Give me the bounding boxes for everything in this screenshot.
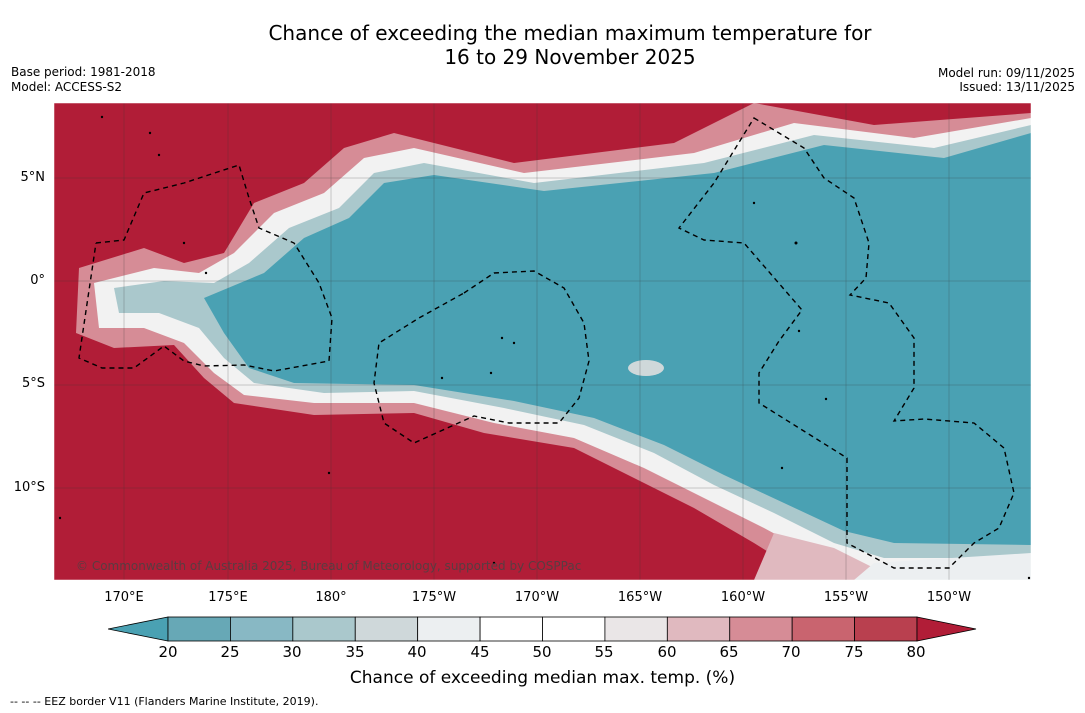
pink-patch — [754, 533, 884, 580]
copyright-watermark: © Commonwealth of Australia 2025, Bureau… — [76, 559, 582, 573]
eez-footnote: -- -- -- EEZ border V11 (Flanders Marine… — [10, 695, 319, 708]
cb-label-50: 50 — [532, 643, 552, 661]
colorbar-cell — [729, 616, 793, 642]
colorbar-cell — [354, 616, 419, 642]
cb-label-35: 35 — [345, 643, 365, 661]
xtick-170w: 170°W — [514, 590, 560, 605]
title-line1: Chance of exceeding the median maximum t… — [268, 21, 872, 45]
colorbar-cell — [791, 616, 855, 642]
cb-label-70: 70 — [781, 643, 801, 661]
gridlines — [54, 103, 1031, 580]
colorbar-cell — [604, 616, 668, 642]
colorbar-cell — [417, 616, 481, 642]
cb-label-80: 80 — [906, 643, 926, 661]
cb-label-45: 45 — [470, 643, 490, 661]
colorbar-cell — [479, 616, 543, 642]
colorbar-cells — [167, 616, 918, 642]
colorbar-under-arrow — [108, 616, 169, 642]
cb-label-20: 20 — [158, 643, 178, 661]
xtick-150w: 150°W — [926, 590, 972, 605]
cb-label-40: 40 — [407, 643, 427, 661]
white-blob — [628, 360, 664, 376]
ytick-5n: 5°N — [20, 170, 46, 185]
colorbar-cell — [292, 616, 356, 642]
xtick-170e: 170°E — [104, 590, 144, 605]
ytick-0: 0° — [30, 273, 45, 288]
eez-borders — [78, 117, 1015, 569]
cb-label-25: 25 — [220, 643, 240, 661]
model-run: Model run: 09/11/2025 — [937, 66, 1075, 80]
eez-border-west — [78, 164, 333, 372]
eez-border-east — [677, 117, 1015, 569]
eez-border-central — [373, 270, 590, 444]
colorbar-cell — [666, 616, 731, 642]
ytick-5s: 5°S — [21, 376, 45, 391]
colorbar-cell — [542, 616, 606, 642]
cb-label-65: 65 — [719, 643, 739, 661]
ytick-10s: 10°S — [13, 480, 45, 495]
base-period: Base period: 1981-2018 — [11, 65, 156, 79]
xtick-175e: 175°E — [208, 590, 248, 605]
issued-date: Issued: 13/11/2025 — [959, 80, 1075, 94]
colorbar-cell — [230, 616, 294, 642]
probability-map: © Commonwealth of Australia 2025, Bureau… — [54, 103, 1031, 580]
xtick-160w: 160°W — [720, 590, 766, 605]
white-patch-bottom-right — [854, 553, 1031, 580]
cb-label-30: 30 — [282, 643, 302, 661]
colorbar-cell — [167, 616, 231, 642]
cb-label-55: 55 — [594, 643, 614, 661]
model-name: Model: ACCESS-S2 — [11, 80, 123, 94]
cb-label-60: 60 — [657, 643, 677, 661]
xtick-180: 180° — [315, 590, 347, 605]
colorbar-title: Chance of exceeding median max. temp. (%… — [349, 668, 736, 688]
colorbar-over-arrow — [916, 616, 977, 642]
cb-label-75: 75 — [844, 643, 864, 661]
colorbar-cell — [854, 616, 918, 642]
xtick-175w: 175°W — [411, 590, 457, 605]
islands — [58, 115, 1031, 580]
xtick-165w: 165°W — [617, 590, 663, 605]
xtick-155w: 155°W — [823, 590, 869, 605]
title-line2: 16 to 29 November 2025 — [444, 45, 696, 69]
colorbar — [108, 616, 977, 642]
cool-core — [204, 133, 1031, 545]
